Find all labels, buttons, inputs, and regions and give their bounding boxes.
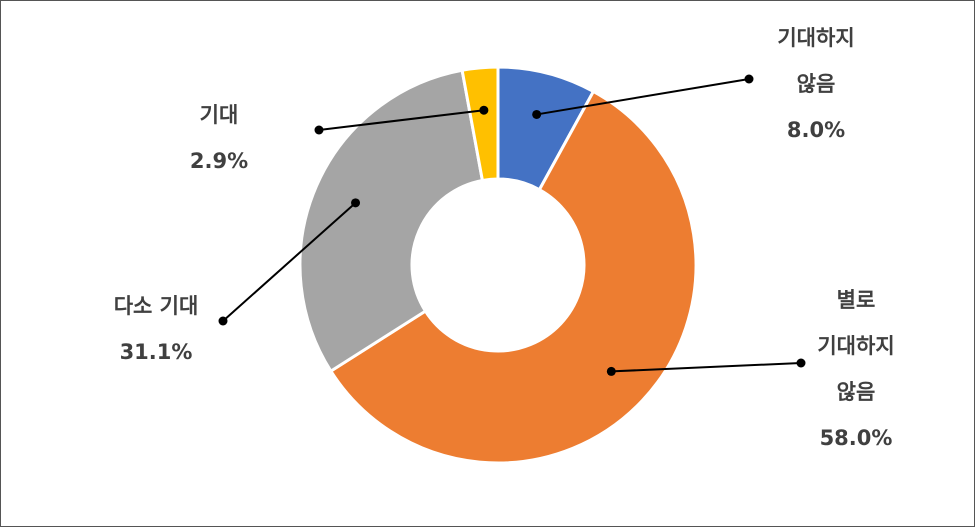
- slice-not-much-expected: [328, 89, 698, 465]
- data-label-somewhat-expected-name-0: 다소 기대: [114, 294, 199, 318]
- leader-dot-expected-end: [314, 125, 324, 135]
- data-label-not-expected-name-0: 기대하지: [777, 26, 854, 50]
- data-label-not-much-expected-name-0: 별로: [837, 288, 876, 312]
- leader-dot-not-much-expected-start: [606, 366, 616, 376]
- slice-somewhat-expected: [298, 68, 485, 374]
- leader-dot-not-expected-start: [532, 109, 542, 119]
- data-label-expected-value: 2.9%: [190, 149, 248, 173]
- data-label-not-expected-value: 8.0%: [787, 118, 845, 142]
- leader-dot-not-expected-end: [744, 74, 754, 84]
- leader-line-somewhat-expected: [222, 202, 357, 322]
- leader-line-not-much-expected: [611, 362, 802, 373]
- data-label-not-expected-name-1: 않음: [797, 72, 836, 96]
- leader-dot-somewhat-expected-start: [351, 198, 361, 208]
- leader-line-expected: [318, 109, 484, 131]
- leader-dot-expected-start: [479, 105, 489, 115]
- data-label-not-much-expected-value: 58.0%: [820, 426, 893, 450]
- data-label-expected-name-0: 기대: [200, 103, 239, 127]
- slice-expected: [460, 65, 500, 183]
- leader-dot-not-much-expected-end: [796, 358, 806, 368]
- leader-line-not-expected: [536, 78, 750, 116]
- data-label-not-much-expected-name-2: 않음: [837, 380, 876, 404]
- data-label-not-much-expected-name-1: 기대하지: [817, 334, 894, 358]
- data-label-somewhat-expected-value: 31.1%: [120, 340, 193, 364]
- leader-dot-somewhat-expected-end: [218, 316, 228, 326]
